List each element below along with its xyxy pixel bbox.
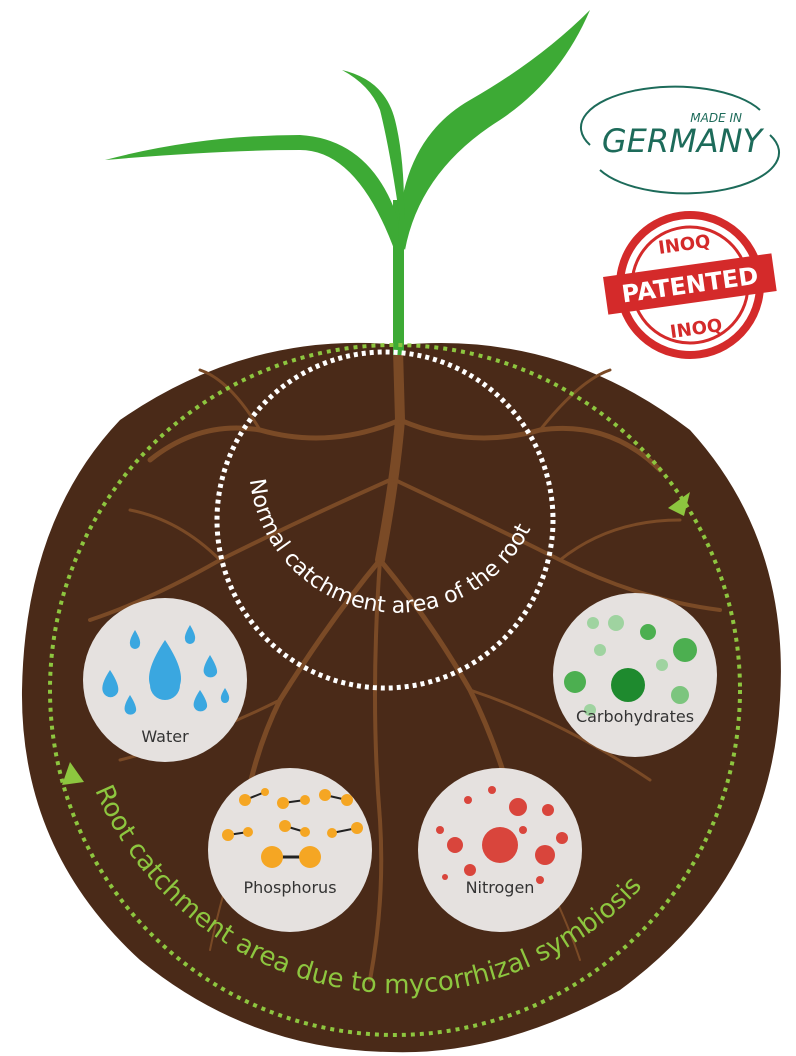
- nitrogen-circle: Nitrogen: [418, 768, 582, 932]
- carbohydrates-circle: Carbohydrates: [553, 593, 717, 757]
- stamp-text: INOQ: [657, 231, 712, 259]
- badge-text: GERMANY: [602, 122, 765, 160]
- water-circle: Water: [83, 598, 247, 762]
- nutrient-label: Water: [141, 727, 189, 746]
- plant: [105, 10, 590, 355]
- nutrient-label: Nitrogen: [466, 878, 535, 897]
- nutrient-label: Carbohydrates: [576, 707, 694, 726]
- patented-stamp: PATENTED INOQ INOQ: [596, 204, 784, 366]
- page: Normal catchment area of the roots Root …: [0, 0, 796, 1056]
- made-in-germany-badge: MADE IN GERMANY: [581, 87, 779, 194]
- nutrient-label: Phosphorus: [243, 878, 336, 897]
- stamp-text: INOQ: [669, 315, 724, 343]
- illustration: Normal catchment area of the roots Root …: [0, 0, 796, 1056]
- phosphorus-circle: Phosphorus: [208, 768, 372, 932]
